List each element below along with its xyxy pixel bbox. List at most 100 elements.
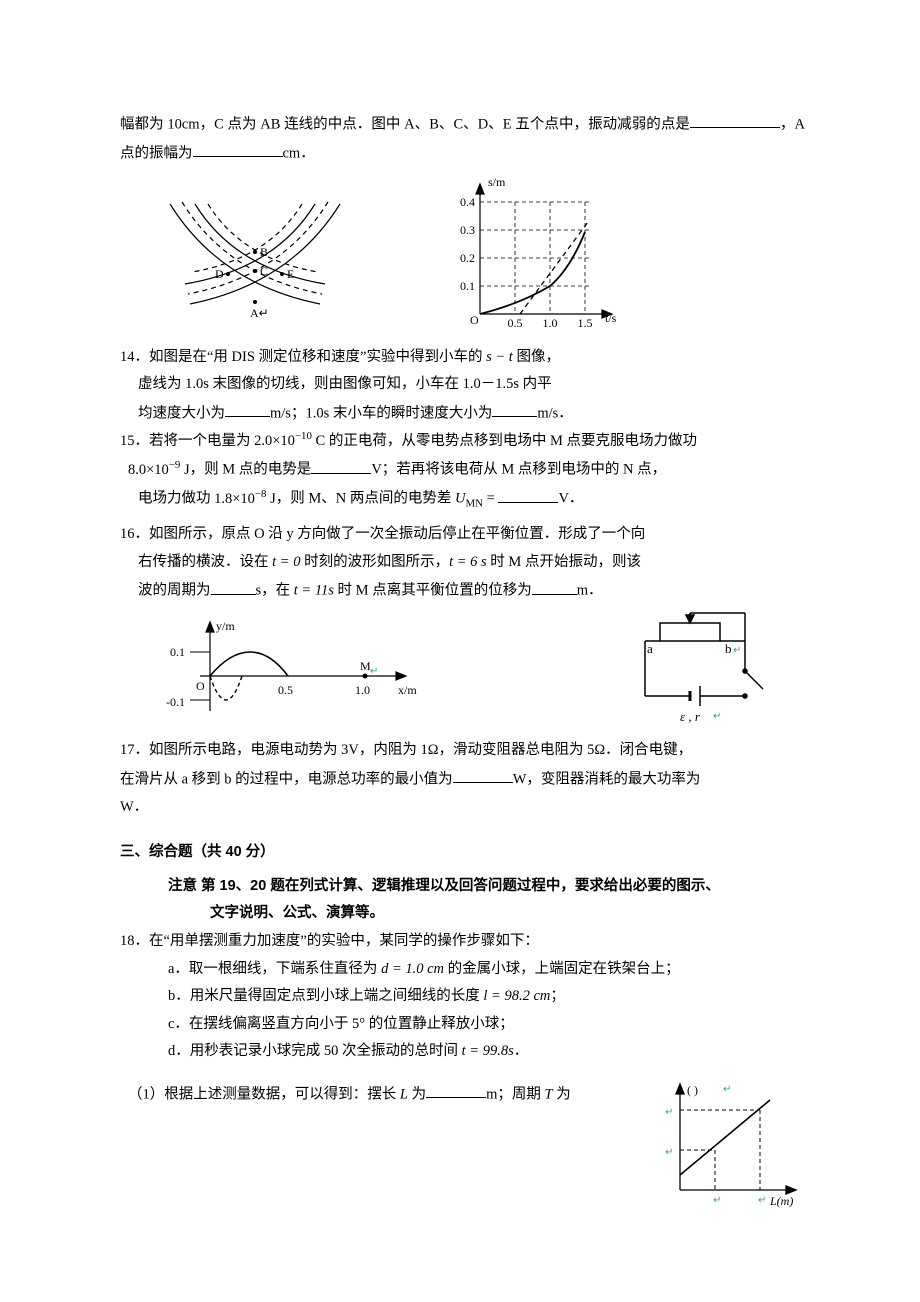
q15-blank1[interactable] [311, 455, 371, 473]
svg-text:C: C [260, 264, 268, 278]
svg-text:↵: ↵ [758, 1195, 766, 1206]
q15-t1a: 若将一个电量为 [149, 433, 254, 449]
section3-note1: 注意 第 19、20 题在列式计算、逻辑推理以及回答问题过程中，要求给出必要的图… [120, 873, 805, 901]
circuit-emf: ε , r [680, 709, 701, 724]
q13-blank2[interactable] [193, 139, 283, 157]
q15-t3a: 电场力做功 [138, 491, 214, 507]
q18-blank1[interactable] [426, 1080, 486, 1098]
q18-b1: b．用米尺量得固定点到小球上端之间细线的长度 [168, 988, 483, 1004]
st-ylabel: s/m [488, 175, 506, 189]
q14-num: 14． [120, 349, 149, 365]
circuit-b: b [725, 641, 732, 656]
q13-figures: B C D E A↵ s/m t/s O [160, 174, 805, 334]
wave-x10: 1.0 [355, 683, 370, 697]
q16-t2c: 时 M 点开始振动，则该 [487, 554, 641, 570]
q17-num: 17． [120, 742, 149, 758]
q18-p1b: 为 [408, 1086, 426, 1102]
q17-l3: W． [120, 794, 805, 822]
q15-t1b: 的正电荷，从零电势点移到电场中 M 点要克服电场力做功 [325, 433, 697, 449]
svg-text:B: B [260, 245, 268, 259]
q15-l2: 8.0×10−9 J，则 M 点的电势是V；若再将该电荷从 M 点移到电场中的 … [120, 455, 805, 484]
section3-title: 三、综合题（共 40 分） [120, 839, 805, 867]
q14-u1: m/s；1.0s 末小车的瞬时速度大小为 [270, 405, 492, 421]
q18-d1: d．用秒表记录小球完成 50 次全振动的总时间 [168, 1043, 462, 1059]
q17-t2a: 在滑片从 a 移到 b 的过程中，电源总功率的最小值为 [120, 771, 453, 787]
q17-l1: 17．如图所示电路，电源电动势为 3V，内阻为 1Ω，滑动变阻器总电阻为 5Ω．… [120, 737, 805, 765]
q16-t1: 如图所示，原点 O 沿 y 方向做了一次全振动后停止在平衡位置．形成了一个向 [149, 526, 645, 542]
q13-blank1[interactable] [690, 110, 780, 128]
q15-l3: 电场力做功 1.8×10−8 J，则 M、N 两点间的电势差 UMN = V． [120, 484, 805, 513]
q18-d2: ． [514, 1043, 529, 1059]
svg-text:↵: ↵ [665, 1147, 673, 1158]
st-origin: O [470, 313, 479, 327]
xtick-05: 0.5 [508, 316, 523, 330]
q18-d: d．用秒表记录小球完成 50 次全振动的总时间 t = 99.8s． [120, 1038, 805, 1066]
q18-u1: m；周期 [486, 1086, 544, 1102]
q14-t1: 如图是在“用 DIS 测定位移和速度”实验中得到小车的 [149, 349, 486, 365]
q18-num: 18． [120, 933, 149, 949]
wave-origin: O [196, 679, 205, 693]
q15-u1: V；若再将该电荷从 M 点移到电场中的 N 点， [371, 462, 666, 478]
svg-text:E: E [287, 267, 294, 281]
q18-c: c．在摆线偏离竖直方向小于 5° 的位置静止释放小球； [120, 1011, 805, 1039]
q13-unit: cm． [283, 145, 315, 161]
q14-t3a: 均速度大小为 [138, 405, 225, 421]
q15-umn: U [455, 491, 465, 507]
transverse-wave-plot: y/m x/m O 0.1 -0.1 0.5 1.0 M ↵ [160, 616, 420, 726]
q18-d: d = 1.0 cm [381, 961, 444, 977]
svg-text:↵: ↵ [370, 666, 378, 677]
interference-diagram: B C D E A↵ [160, 174, 350, 324]
q16-blank2[interactable] [532, 576, 577, 594]
q15-blank2[interactable] [498, 484, 558, 502]
graph-xlabel: L(m) [769, 1194, 793, 1208]
q14-blank2[interactable] [492, 399, 537, 417]
q16-t0: t = 0 [272, 554, 300, 570]
q14-l2: 虚线为 1.0s 末图像的切线，则由图像可知，小车在 1.0－1.5s 内平 [120, 371, 805, 399]
graph-ylabel: ( ) [687, 1083, 698, 1097]
q18-p1a: （1）根据上述测量数据，可以得到：摆长 [128, 1086, 400, 1102]
q17-l2: 在滑片从 a 移到 b 的过程中，电源总功率的最小值为 W，变阻器消耗的最大功率为 [120, 765, 805, 794]
q15-t2a: ，则 M 点的电势是 [190, 462, 312, 478]
q15: 15．若将一个电量为 2.0×10−10 C 的正电荷，从零电势点移到电场中 M… [120, 428, 805, 456]
q18-a: a．取一根细线，下端系住直径为 d = 1.0 cm 的金属小球，上端固定在铁架… [120, 956, 805, 984]
q15-t3b: ，则 M、N 两点间的电势差 [276, 491, 455, 507]
wave-y2: -0.1 [166, 695, 185, 709]
q18-a2: 的金属小球，上端固定在铁架台上； [444, 961, 680, 977]
q18-intro: 18．在“用单摆测重力加速度”的实验中，某同学的操作步骤如下： [120, 928, 805, 956]
pendulum-graph: ( ) L(m) ↵ ↵ ↵ ↵ ↵ [655, 1080, 805, 1210]
q13-text-a: 幅都为 10cm，C 点为 AB 连线的中点．图中 A、B、C、D、E 五个点中… [120, 116, 690, 132]
q16-blank1[interactable] [211, 576, 256, 594]
section3-note2: 文字说明、公式、演算等。 [120, 900, 805, 928]
q18-T: T [544, 1086, 552, 1102]
svg-text:D: D [215, 267, 224, 281]
wave-ylabel: y/m [216, 619, 235, 633]
q18-t: t = 99.8s [462, 1043, 514, 1059]
q18-a1: a．取一根细线，下端系住直径为 [168, 961, 381, 977]
q16-t3a: 波的周期为 [138, 583, 211, 599]
svg-text:↵: ↵ [713, 1195, 721, 1206]
q16-u1: s，在 [256, 583, 294, 599]
q13-tail: 幅都为 10cm，C 点为 AB 连线的中点．图中 A、B、C、D、E 五个点中… [120, 110, 805, 168]
q17-blank1[interactable] [453, 765, 513, 783]
q14-var: s − t [486, 349, 513, 365]
q14-u2: m/s． [537, 405, 572, 421]
q15-umnsub: MN [466, 498, 484, 510]
q17-u1: W，变阻器消耗的最大功率为 [513, 771, 701, 787]
q18-b2: ； [550, 988, 565, 1004]
q14-blank1[interactable] [225, 399, 270, 417]
q16-t3b: 时 M 点离其平衡位置的位移为 [334, 583, 532, 599]
q15-eq: = [483, 491, 498, 507]
q16-num: 16． [120, 526, 149, 542]
q16-t2a: 右传播的横波．设在 [138, 554, 272, 570]
svg-text:↵: ↵ [713, 711, 721, 722]
q16-t11: t = 11s [294, 583, 334, 599]
q18-L: L [400, 1086, 408, 1102]
q15-u2: V． [558, 491, 583, 507]
ytick-03: 0.3 [460, 223, 475, 237]
xtick-10: 1.0 [543, 316, 558, 330]
ytick-04: 0.4 [460, 195, 475, 209]
q16-t6: t = 6 s [449, 554, 487, 570]
ytick-02: 0.2 [460, 251, 475, 265]
q14-t1b: 图像， [513, 349, 560, 365]
wave-x05: 0.5 [278, 683, 293, 697]
